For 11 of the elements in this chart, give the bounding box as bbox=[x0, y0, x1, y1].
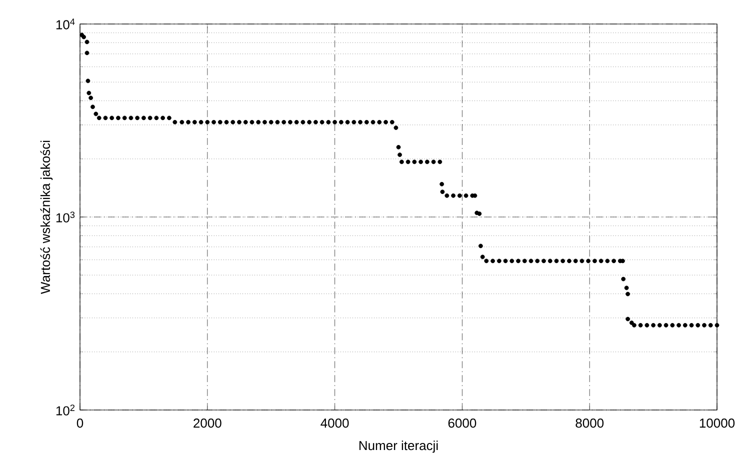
x-tick-label: 6000 bbox=[448, 418, 476, 428]
y-tick-label: 10$^{4}$ bbox=[56, 18, 75, 30]
y-tick-label: 10$^{2}$ bbox=[56, 404, 75, 416]
x-tick-label: 8000 bbox=[576, 418, 604, 428]
x-tick-label: 4000 bbox=[320, 418, 349, 428]
x-tick-label: 10000 bbox=[700, 418, 735, 428]
x-axis-title: Numer iteracji bbox=[359, 440, 438, 453]
x-tick-label: 0 bbox=[76, 418, 84, 428]
y-tick-label: 10$^{3}$ bbox=[56, 212, 75, 222]
x-tick-label: 2000 bbox=[194, 418, 222, 428]
y-axis-title: Wartość wskaźnika jakości bbox=[40, 140, 53, 294]
